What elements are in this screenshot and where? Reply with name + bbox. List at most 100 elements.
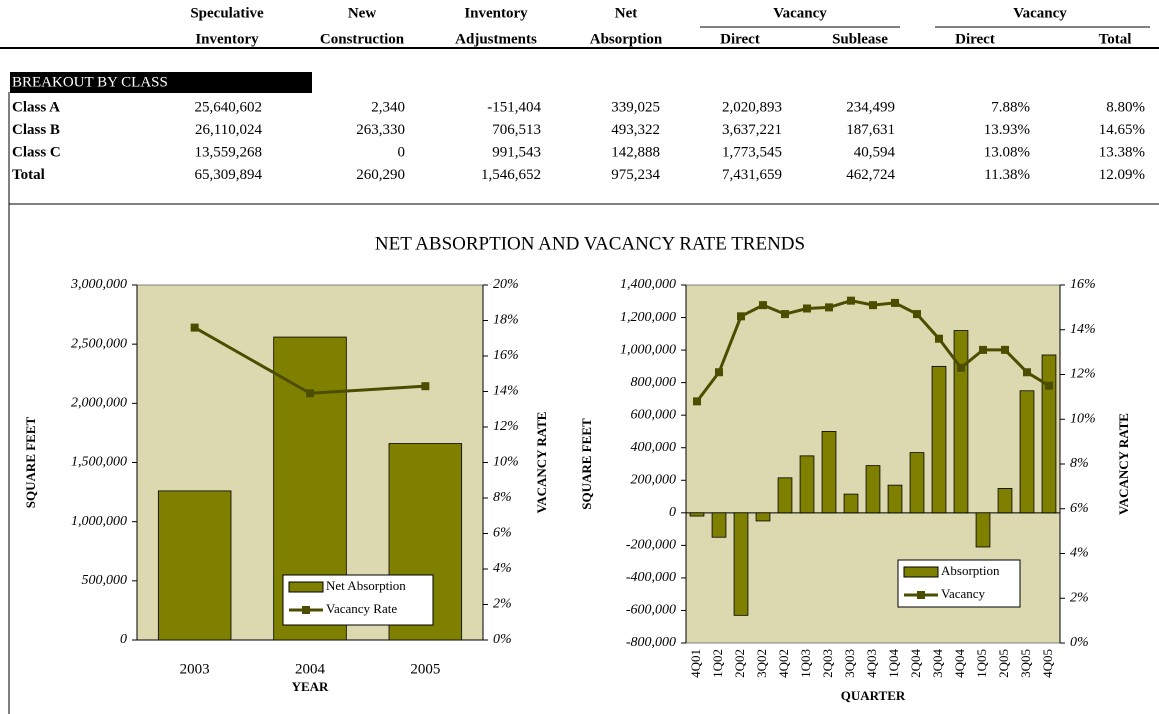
x-tick-label: 2004 bbox=[295, 661, 326, 677]
marker bbox=[1045, 381, 1053, 390]
marker bbox=[847, 296, 855, 305]
y-tick-label: 1,000,000 bbox=[620, 342, 676, 357]
section-title: BREAKOUT BY CLASS bbox=[12, 74, 168, 90]
bar bbox=[843, 493, 859, 514]
y2-tick-label: 14% bbox=[1070, 322, 1096, 337]
row-label: Class A bbox=[12, 99, 60, 115]
legend-swatch bbox=[917, 591, 925, 599]
bar bbox=[777, 477, 793, 514]
row-label: Class B bbox=[12, 122, 60, 138]
cell: 1,773,545 bbox=[722, 144, 782, 160]
x-axis-label: YEAR bbox=[292, 679, 329, 694]
legend-label: Absorption bbox=[941, 563, 1000, 578]
y-tick-label: 500,000 bbox=[82, 573, 128, 588]
cell: 263,330 bbox=[356, 122, 405, 138]
cell: 2,020,893 bbox=[722, 99, 782, 115]
row-label: Class C bbox=[12, 144, 61, 160]
marker bbox=[421, 382, 430, 391]
legend-swatch bbox=[288, 581, 324, 593]
x-tick-label: 1Q04 bbox=[886, 649, 901, 678]
cell: 13.38% bbox=[1099, 144, 1145, 160]
cell: 13.08% bbox=[984, 144, 1030, 160]
cell: 991,543 bbox=[492, 144, 541, 160]
y-tick-label: 2,000,000 bbox=[71, 396, 127, 411]
y2-tick-label: 10% bbox=[1070, 411, 1096, 426]
marker bbox=[306, 389, 314, 398]
cell: 2,340 bbox=[371, 99, 405, 115]
cell: 26,110,024 bbox=[195, 122, 262, 138]
y-tick-label: 1,400,000 bbox=[620, 277, 676, 292]
y-tick-label: 600,000 bbox=[631, 407, 677, 422]
x-tick-label: 1Q02 bbox=[710, 649, 725, 678]
y2-tick-label: 12% bbox=[1070, 367, 1096, 382]
y2-tick-label: 4% bbox=[1070, 546, 1089, 561]
x-tick-label: 2005 bbox=[410, 661, 440, 677]
y-tick-label: 1,500,000 bbox=[71, 455, 127, 470]
cell: 493,322 bbox=[611, 122, 660, 138]
marker bbox=[891, 298, 899, 307]
cell: 25,640,602 bbox=[195, 99, 263, 115]
y2-tick-label: 0% bbox=[493, 632, 512, 647]
y2-tick-label: 6% bbox=[1070, 501, 1089, 516]
bar bbox=[689, 512, 705, 517]
cell: 14.65% bbox=[1099, 122, 1145, 138]
x-tick-label: 4Q01 bbox=[688, 649, 703, 678]
x-tick-label: 1Q05 bbox=[974, 649, 989, 678]
marker bbox=[935, 334, 943, 343]
y-tick-label: 3,000,000 bbox=[70, 277, 127, 292]
marker bbox=[803, 304, 811, 313]
x-tick-label: 2Q05 bbox=[996, 649, 1011, 678]
bar bbox=[997, 488, 1013, 514]
bar bbox=[711, 512, 727, 538]
marker bbox=[1001, 345, 1009, 354]
bar bbox=[909, 452, 925, 514]
cell: 234,499 bbox=[846, 99, 895, 115]
y2-tick-label: 0% bbox=[1070, 635, 1089, 650]
marker bbox=[759, 301, 767, 310]
legend-label: Vacancy bbox=[941, 586, 986, 601]
section-bar bbox=[10, 72, 312, 93]
y-tick-label: 1,000,000 bbox=[71, 514, 127, 529]
cell: 260,290 bbox=[356, 167, 405, 183]
x-tick-label: 2003 bbox=[180, 661, 210, 677]
legend-label: Net Absorption bbox=[326, 578, 406, 593]
marker bbox=[693, 397, 701, 406]
cell: 65,309,894 bbox=[195, 167, 263, 183]
y-tick-label: -600,000 bbox=[626, 603, 676, 618]
cell: -151,404 bbox=[487, 99, 541, 115]
x-tick-label: 4Q05 bbox=[1040, 649, 1055, 678]
y2-tick-label: 8% bbox=[1070, 456, 1089, 471]
y-tick-label: 200,000 bbox=[631, 472, 677, 487]
x-tick-label: 3Q02 bbox=[754, 649, 769, 678]
y2-tick-label: 8% bbox=[493, 490, 512, 505]
bar bbox=[733, 512, 749, 616]
header-label: Inventory bbox=[464, 5, 528, 21]
y2-tick-label: 20% bbox=[493, 277, 519, 292]
legend-swatch bbox=[903, 566, 939, 578]
marker bbox=[715, 368, 723, 377]
bar bbox=[755, 512, 771, 522]
bar bbox=[821, 431, 837, 514]
bar bbox=[953, 330, 969, 514]
y-tick-label: -400,000 bbox=[626, 570, 676, 585]
header-label: Vacancy bbox=[1013, 5, 1067, 21]
y2-tick-label: 16% bbox=[1070, 277, 1096, 292]
header-label: Construction bbox=[320, 31, 405, 47]
cell: 975,234 bbox=[611, 167, 660, 183]
y2-tick-label: 16% bbox=[493, 348, 519, 363]
charts-title: NET ABSORPTION AND VACANCY RATE TRENDS bbox=[375, 233, 805, 254]
y-tick-label: -200,000 bbox=[626, 538, 676, 553]
y-axis-label: SQUARE FEET bbox=[23, 416, 38, 508]
header-label: Sublease bbox=[832, 31, 888, 47]
x-axis-label: QUARTER bbox=[841, 688, 906, 703]
cell: 142,888 bbox=[611, 144, 660, 160]
y2-tick-label: 12% bbox=[493, 419, 519, 434]
cell: 0 bbox=[398, 144, 406, 160]
cell: 706,513 bbox=[492, 122, 541, 138]
bar bbox=[1019, 390, 1035, 514]
x-tick-label: 3Q04 bbox=[930, 649, 945, 678]
x-tick-label: 3Q03 bbox=[842, 649, 857, 678]
row-label: Total bbox=[12, 167, 45, 183]
y-tick-label: 0 bbox=[120, 632, 127, 647]
marker bbox=[190, 323, 199, 332]
